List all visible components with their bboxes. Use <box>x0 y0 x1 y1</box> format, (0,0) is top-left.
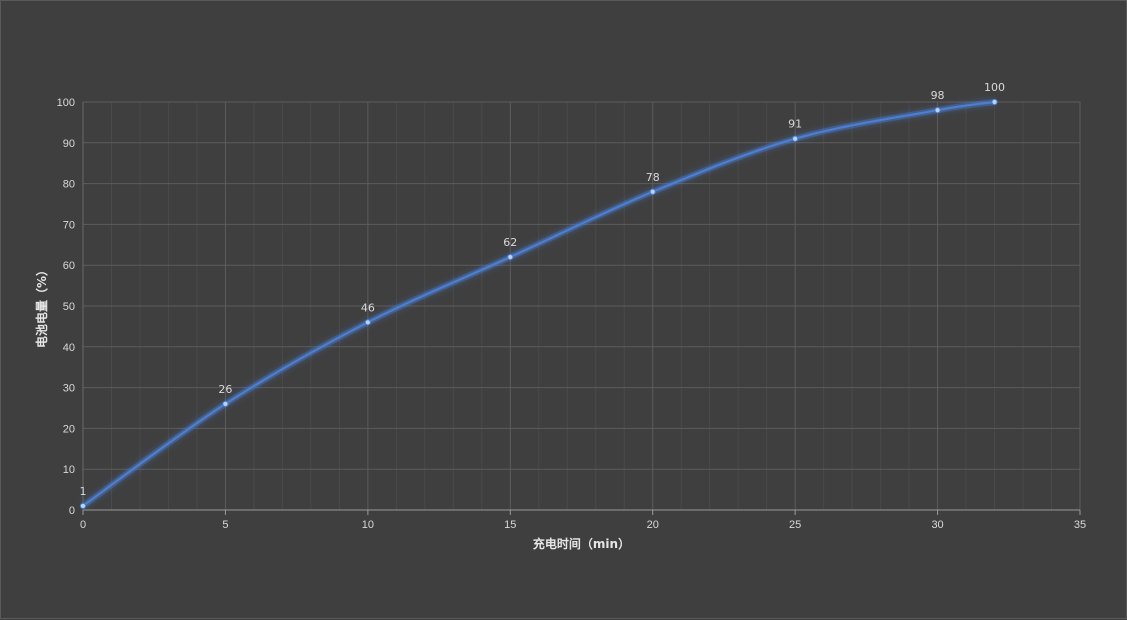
y-axis-title: 电池电量（%） <box>34 264 49 348</box>
data-label: 91 <box>788 118 802 131</box>
data-label: 78 <box>646 171 660 184</box>
data-label: 46 <box>361 301 375 314</box>
data-label: 1 <box>80 485 87 498</box>
y-tick-label: 60 <box>63 260 75 272</box>
y-tick-label: 100 <box>57 97 75 109</box>
x-tick-label: 35 <box>1074 519 1086 531</box>
data-point <box>79 502 87 510</box>
x-tick-label: 25 <box>789 519 801 531</box>
x-tick-label: 20 <box>647 519 659 531</box>
data-label: 26 <box>218 383 232 396</box>
x-tick-label: 30 <box>931 519 943 531</box>
y-tick-label: 10 <box>63 464 75 476</box>
x-tick-label: 0 <box>80 519 86 531</box>
data-point <box>222 400 229 408</box>
data-label: 98 <box>931 89 945 102</box>
y-tick-label: 30 <box>63 383 75 395</box>
x-tick-label: 15 <box>504 519 516 531</box>
data-point <box>792 135 799 142</box>
y-tick-label: 80 <box>63 179 75 191</box>
y-tick-label: 70 <box>63 219 75 231</box>
y-tick-label: 0 <box>69 505 75 517</box>
data-point <box>364 319 371 326</box>
y-tick-label: 90 <box>63 138 75 150</box>
x-tick-label: 10 <box>362 519 374 531</box>
data-point <box>507 253 514 261</box>
y-tick-label: 50 <box>63 301 75 313</box>
data-point <box>991 98 998 106</box>
data-point <box>934 107 941 114</box>
y-tick-label: 40 <box>63 342 75 354</box>
data-labels: 1 26 46 62 78 91 98 100 <box>80 81 1006 498</box>
data-label: 100 <box>984 81 1005 94</box>
x-axis-title: 充电时间（min） <box>533 536 630 551</box>
grid <box>82 101 1081 511</box>
y-tick-label: 20 <box>63 423 75 435</box>
data-point <box>649 188 656 195</box>
data-label: 62 <box>503 236 517 249</box>
x-tick-label: 5 <box>222 519 228 531</box>
series <box>79 98 998 510</box>
axes: 0 5 10 15 20 25 30 35 0 10 20 30 40 50 60 70 80 90 100 <box>57 97 1086 531</box>
